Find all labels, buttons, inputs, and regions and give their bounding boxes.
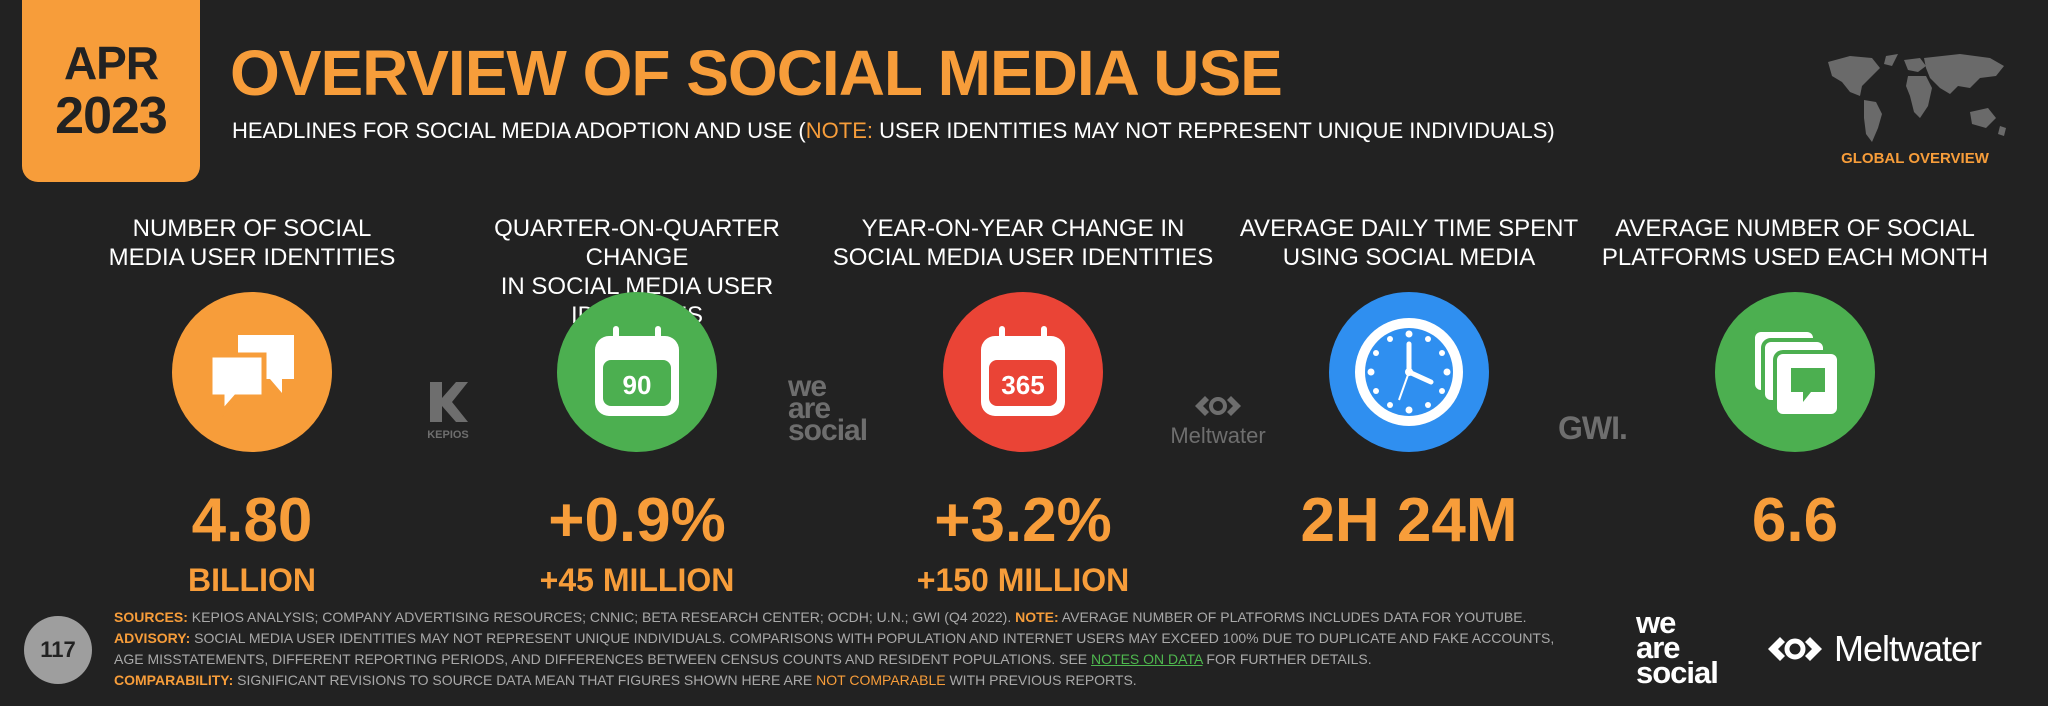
footer-sources: SOURCES: KEPIOS ANALYSIS; COMPANY ADVERT…: [114, 609, 1555, 688]
calendar-icon: 90: [557, 292, 717, 452]
calendar-day-count: 365: [1001, 370, 1044, 400]
notes-on-data-link[interactable]: NOTES ON DATA: [1091, 651, 1203, 667]
world-map-icon: [1828, 54, 2006, 142]
page-number: 117: [24, 616, 92, 684]
metric-average-daily-time: AVERAGE DAILY TIME SPENT USING SOCIAL MED…: [1214, 214, 1604, 560]
we-are-social-logo: we are social: [1636, 605, 1719, 690]
date-month: APR: [63, 37, 159, 89]
metric-average-platforms: AVERAGE NUMBER OF SOCIAL PLATFORMS USED E…: [1600, 214, 1990, 560]
metric-year-on-year-change: YEAR-ON-YEAR CHANGE IN SOCIAL MEDIA USER …: [828, 214, 1218, 600]
calendar-icon: 365: [943, 292, 1103, 452]
meltwater-logo-mark-icon: [1768, 637, 1822, 661]
stacked-cards-icon: [1715, 292, 1875, 452]
meltwater-mark-icon: [1195, 396, 1241, 416]
metric-label: AVERAGE DAILY TIME SPENT USING SOCIAL MED…: [1239, 215, 1579, 271]
meltwater-partner-logo: Meltwater: [1160, 394, 1276, 449]
metric-label: NUMBER OF SOCIAL MEDIA USER IDENTITIES: [108, 215, 396, 271]
metric-value: 2H 24M: [1300, 486, 1518, 555]
metric-subvalue: +150 MILLION: [916, 562, 1130, 598]
kepios-logo: KEPIOS: [418, 380, 478, 441]
metric-label: QUARTER-ON-QUARTER CHANGE IN SOCIAL MEDIA…: [494, 215, 780, 329]
metric-label: YEAR-ON-YEAR CHANGE IN SOCIAL MEDIA USER …: [832, 215, 1214, 271]
calendar-day-count: 90: [623, 370, 652, 400]
metric-quarter-on-quarter-change: QUARTER-ON-QUARTER CHANGE IN SOCIAL MEDIA…: [442, 214, 832, 600]
metric-label: AVERAGE NUMBER OF SOCIAL PLATFORMS USED E…: [1601, 215, 1989, 271]
metric-social-media-user-identities: NUMBER OF SOCIAL MEDIA USER IDENTITIES 4.…: [57, 214, 447, 600]
clock-icon: [1329, 292, 1489, 452]
metric-value: +0.9%: [548, 486, 726, 555]
metric-value: 4.80: [191, 486, 313, 555]
global-overview-label: GLOBAL OVERVIEW: [1841, 150, 1989, 167]
metric-value: +3.2%: [934, 486, 1112, 555]
metric-subvalue: BILLION: [188, 562, 316, 598]
meltwater-logo: Meltwater: [1764, 628, 1982, 670]
metric-subvalue: +45 MILLION: [539, 562, 735, 598]
page-subtitle: HEADLINES FOR SOCIAL MEDIA ADOPTION AND …: [232, 118, 1555, 143]
metric-value: 6.6: [1751, 486, 1839, 555]
speech-bubbles-icon: [172, 292, 332, 452]
date-badge: APR 2023: [22, 0, 200, 182]
gwi-logo: GWI.: [1558, 410, 1628, 446]
kepios-mark-icon: [430, 382, 468, 422]
date-year: 2023: [55, 87, 168, 145]
page-title: OVERVIEW OF SOCIAL MEDIA USE: [230, 37, 1283, 109]
we-are-social-partner-logo: we are social: [788, 370, 868, 447]
